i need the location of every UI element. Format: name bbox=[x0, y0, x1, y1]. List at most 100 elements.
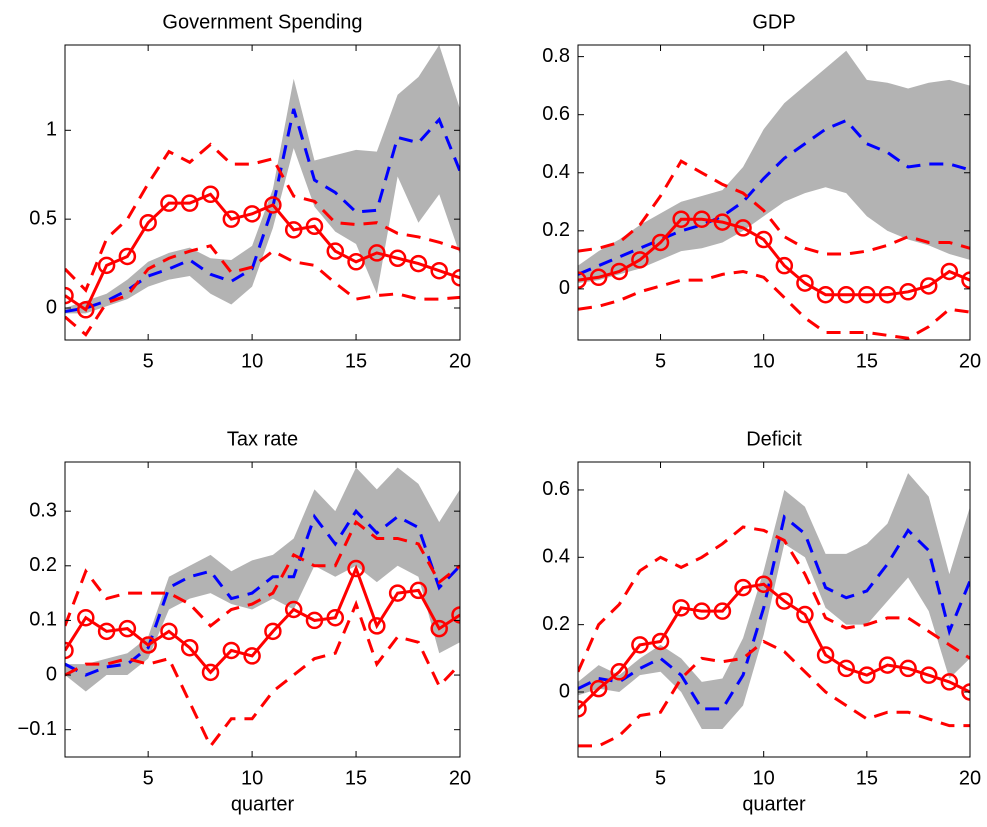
y-tick-label: −0.1 bbox=[18, 718, 57, 740]
y-tick-label: 0 bbox=[559, 680, 570, 702]
dashed-line bbox=[65, 508, 460, 677]
marker bbox=[589, 268, 608, 287]
marker bbox=[816, 646, 835, 664]
subplot: 5 10 15 20 −0.1 0 0.1 0.2 0.3 Tax rate quarter bbox=[18, 428, 472, 815]
dashed-line bbox=[65, 599, 460, 749]
axes-box bbox=[577, 461, 971, 758]
marker bbox=[796, 605, 814, 624]
y-tick-label: 0.3 bbox=[29, 499, 57, 521]
y-tick-label: 0 bbox=[559, 277, 570, 299]
marker bbox=[837, 285, 855, 304]
marker bbox=[899, 283, 917, 301]
x-tick-label: 15 bbox=[345, 767, 367, 789]
marker bbox=[961, 683, 970, 701]
x-tick-label: 20 bbox=[449, 767, 471, 789]
marker bbox=[347, 253, 365, 271]
y-tick-label: 0.2 bbox=[29, 554, 57, 576]
confidence-band bbox=[65, 45, 460, 314]
marker bbox=[578, 271, 587, 289]
y-tick-label: 0.4 bbox=[542, 161, 570, 183]
x-axis-label: quarter bbox=[231, 793, 295, 815]
x-tick-label: 10 bbox=[241, 350, 263, 372]
marker bbox=[775, 256, 794, 275]
marker bbox=[754, 575, 773, 593]
dashed-line bbox=[65, 519, 460, 628]
marker bbox=[326, 608, 345, 627]
marker bbox=[940, 673, 959, 691]
marker bbox=[264, 196, 282, 214]
marker bbox=[243, 205, 261, 223]
marker bbox=[451, 606, 460, 624]
y-tick-label: 0 bbox=[46, 663, 57, 685]
marker bbox=[961, 271, 970, 289]
x-tick-label: 20 bbox=[959, 350, 981, 372]
confidence-band bbox=[578, 473, 970, 730]
marker bbox=[589, 679, 608, 698]
marker bbox=[940, 262, 959, 281]
x-tick-label: 15 bbox=[345, 350, 367, 372]
marker bbox=[118, 247, 137, 266]
y-tick-label: 0.4 bbox=[542, 546, 570, 568]
marker bbox=[77, 608, 95, 627]
axes-box bbox=[577, 44, 971, 341]
marker bbox=[201, 663, 220, 682]
dashed-line bbox=[65, 142, 460, 293]
marker bbox=[713, 213, 732, 231]
dashed-line bbox=[578, 269, 970, 340]
subplot-title: Government Spending bbox=[162, 11, 362, 33]
y-tick-label: 0.6 bbox=[542, 478, 570, 500]
marker bbox=[899, 659, 917, 678]
subplot: 5 10 15 20 0 0.5 1 Government Spending bbox=[29, 11, 471, 372]
dashed-line bbox=[578, 525, 970, 673]
marker bbox=[775, 592, 794, 610]
subplot-title: Deficit bbox=[746, 428, 802, 450]
dashed-line bbox=[578, 514, 970, 711]
y-tick-label: 0.1 bbox=[29, 609, 57, 631]
marker bbox=[754, 230, 773, 249]
x-tick-label: 10 bbox=[241, 767, 263, 789]
x-tick-label: 15 bbox=[856, 767, 878, 789]
axes-box bbox=[64, 44, 461, 341]
marker bbox=[368, 244, 386, 262]
marker bbox=[796, 274, 814, 292]
y-tick-label: 0.6 bbox=[542, 103, 570, 125]
marker bbox=[651, 233, 670, 252]
marker bbox=[222, 210, 241, 228]
x-tick-label: 20 bbox=[959, 767, 981, 789]
y-tick-label: 0.8 bbox=[542, 45, 570, 67]
marker bbox=[713, 602, 732, 620]
plot-area bbox=[578, 50, 970, 340]
marker bbox=[160, 622, 178, 641]
x-axis-label: quarter bbox=[742, 793, 806, 815]
marker bbox=[284, 221, 303, 239]
marker bbox=[693, 602, 711, 620]
marker bbox=[326, 242, 345, 260]
marker bbox=[65, 286, 74, 305]
x-tick-label: 20 bbox=[449, 350, 471, 372]
y-tick-label: 0.2 bbox=[542, 219, 570, 241]
marker bbox=[858, 666, 876, 684]
marker bbox=[816, 285, 835, 304]
y-tick-label: 0.5 bbox=[29, 207, 57, 229]
marker bbox=[919, 666, 938, 684]
plot-area bbox=[65, 467, 460, 749]
marker bbox=[672, 210, 690, 228]
y-tick-label: 0.2 bbox=[542, 613, 570, 635]
line bbox=[578, 217, 970, 297]
marker bbox=[610, 262, 629, 281]
marker bbox=[430, 261, 448, 280]
subplot: 5 10 15 20 0 0.2 0.4 0.6 Deficit quarter bbox=[542, 428, 981, 815]
subplot: 5 10 15 20 0 0.2 0.4 0.6 0.8 GDP bbox=[542, 11, 981, 372]
marker bbox=[409, 581, 428, 600]
marker bbox=[139, 636, 157, 654]
dashed-line bbox=[578, 639, 970, 748]
marker bbox=[65, 641, 74, 660]
x-tick-label: 5 bbox=[655, 350, 666, 372]
marker bbox=[837, 659, 855, 678]
axes-box bbox=[64, 461, 461, 758]
marker bbox=[409, 254, 428, 273]
dashed-line bbox=[578, 118, 970, 276]
marker bbox=[97, 622, 116, 641]
